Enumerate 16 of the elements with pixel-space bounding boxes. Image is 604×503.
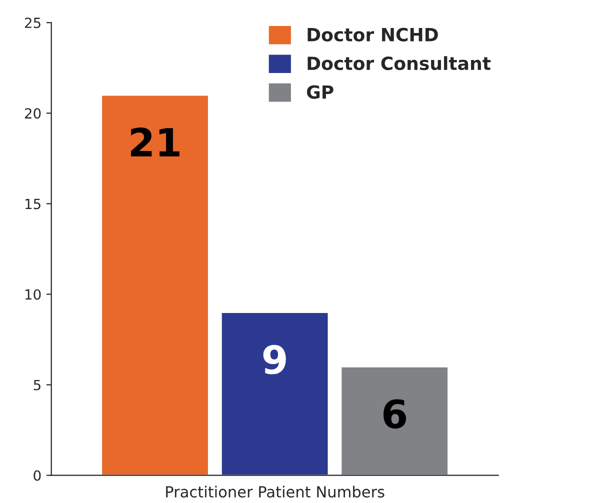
bar bbox=[340, 366, 449, 476]
data-label: 21 bbox=[131, 128, 180, 156]
bar bbox=[100, 94, 210, 476]
y-tick-label: 25 bbox=[24, 18, 40, 28]
data-label: 6 bbox=[383, 399, 406, 429]
legend-label: Doctor NCHD bbox=[308, 28, 438, 42]
y-tick-label: 15 bbox=[25, 198, 40, 210]
legend-label: Doctor Consultant bbox=[308, 56, 491, 70]
y-tick-label: 0 bbox=[34, 470, 41, 481]
y-tick-label: 10 bbox=[25, 289, 41, 300]
x-axis-title: Practitioner Patient Numbers bbox=[166, 486, 384, 498]
bar bbox=[220, 312, 330, 476]
legend-label: GP bbox=[306, 85, 334, 99]
data-label: 9 bbox=[263, 344, 286, 374]
y-tick-label: 20 bbox=[24, 108, 41, 119]
y-tick-label: 5 bbox=[34, 380, 40, 390]
